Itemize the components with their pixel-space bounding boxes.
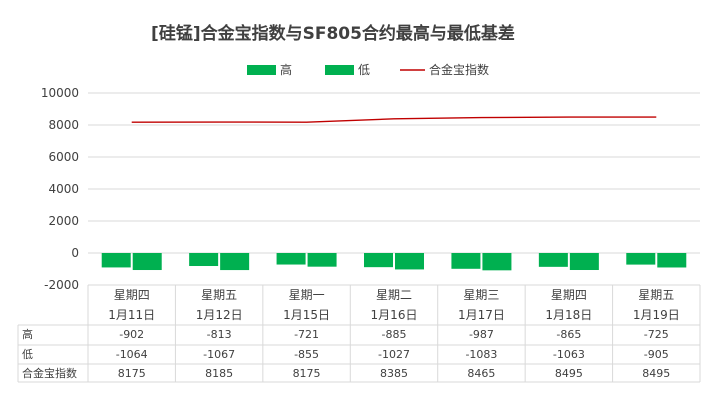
legend-label: 高 <box>280 62 292 77</box>
x-tick-weekday: 星期四 <box>551 288 587 302</box>
y-tick-label: 10000 <box>41 86 79 100</box>
table-cell-value: 8175 <box>118 367 146 380</box>
table-cell-value: -1064 <box>116 348 148 361</box>
bar-high <box>626 253 656 265</box>
y-axis: 10000 8000 6000 4000 2000 0 -2000 <box>41 86 79 292</box>
x-tick-date: 1月18日 <box>545 308 592 322</box>
table-cell-value: 8185 <box>205 367 233 380</box>
table-cell-value: 8495 <box>555 367 583 380</box>
table-cell-value: -987 <box>469 328 494 341</box>
x-tick-date: 1月15日 <box>283 308 330 322</box>
bar-low <box>132 253 162 271</box>
x-tick-weekday: 星期五 <box>201 288 237 302</box>
bar-low <box>657 253 687 268</box>
bar-high <box>364 253 393 268</box>
table-cell-value: -1027 <box>378 348 410 361</box>
bar-low <box>395 253 424 270</box>
y-tick-label: 6000 <box>48 150 79 164</box>
table-cell-value: -865 <box>556 328 581 341</box>
legend-label: 低 <box>358 63 370 77</box>
bar-low <box>569 253 599 271</box>
table-cell-value: -885 <box>382 328 407 341</box>
index-line <box>131 116 657 123</box>
table-cell-value: 8385 <box>380 367 408 380</box>
table-row-label: 高 <box>22 327 33 341</box>
table-row-label: 合金宝指数 <box>22 366 77 380</box>
y-tick-label: 4000 <box>48 182 79 196</box>
table-cell-value: -855 <box>294 348 319 361</box>
table-cell-value: -902 <box>119 328 144 341</box>
table-cell-value: -725 <box>644 328 669 341</box>
table-cell-value: -905 <box>644 348 669 361</box>
bar-high <box>538 253 568 267</box>
table-cell-value: -1067 <box>203 348 235 361</box>
legend-swatch-low <box>325 65 354 75</box>
table-cell-value: 8465 <box>467 367 495 380</box>
table-cell-value: 8175 <box>293 367 321 380</box>
x-tick-weekday: 星期一 <box>289 288 325 302</box>
x-tick-date: 1月11日 <box>108 308 155 322</box>
bar-low <box>307 253 337 267</box>
table-row-label: 低 <box>22 348 33 361</box>
x-tick-date: 1月12日 <box>196 308 243 322</box>
bar-high <box>189 253 219 267</box>
x-tick-weekday: 星期五 <box>638 288 674 302</box>
x-tick-weekday: 星期四 <box>114 288 150 302</box>
y-tick-label: -2000 <box>44 278 79 292</box>
legend-swatch-high <box>247 65 276 75</box>
x-tick-weekday: 星期三 <box>463 288 499 302</box>
x-tick-date: 1月19日 <box>633 308 680 322</box>
chart-title: [硅锰]合金宝指数与SF805合约最高与最低基差 <box>151 23 515 44</box>
bar-high <box>101 253 131 268</box>
legend: 高 低 合金宝指数 <box>247 62 489 77</box>
table-cell-value: -1083 <box>465 348 497 361</box>
y-tick-label: 2000 <box>48 214 79 228</box>
x-tick-weekday: 星期二 <box>376 288 412 302</box>
table-cell-value: -721 <box>294 328 319 341</box>
y-tick-label: 8000 <box>48 118 79 132</box>
y-tick-label: 0 <box>71 246 79 260</box>
bars <box>101 253 687 271</box>
x-tick-date: 1月16日 <box>371 308 418 322</box>
legend-label: 合金宝指数 <box>429 62 489 77</box>
line-index <box>131 116 657 123</box>
bar-low <box>482 253 512 271</box>
bar-high <box>451 253 481 269</box>
bar-high <box>276 253 306 265</box>
x-tick-date: 1月17日 <box>458 308 505 322</box>
table-cell-value: -1063 <box>553 348 585 361</box>
table-cell-value: -813 <box>207 328 232 341</box>
data-table: 星期四 1月11日 星期五 1月12日 星期一 1月15日 星期二 1月16日 星期三 1月17日… <box>17 284 701 383</box>
bar-low <box>220 253 250 271</box>
table-cell-value: 8495 <box>642 367 670 380</box>
